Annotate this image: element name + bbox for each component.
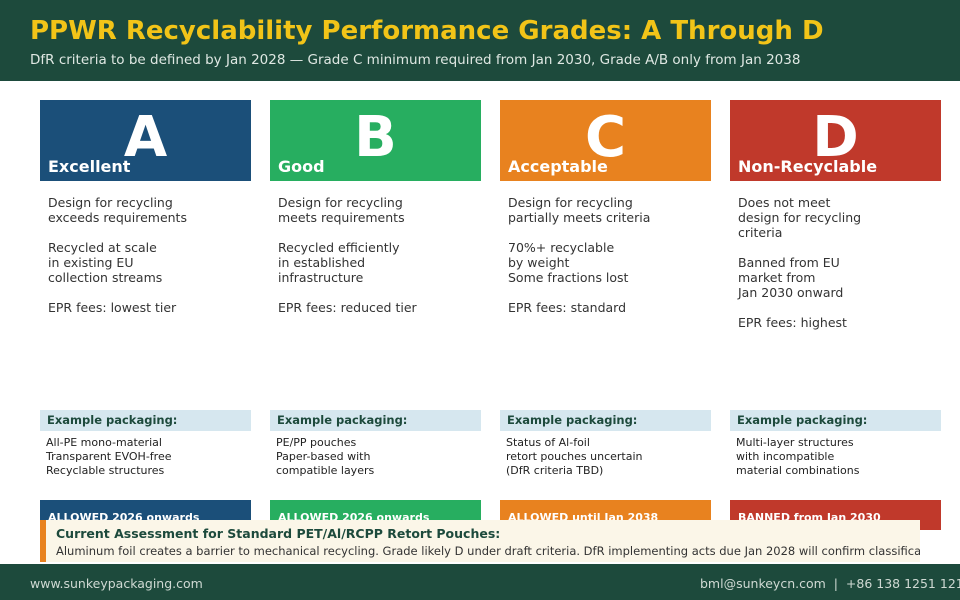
grade-letter: B [354, 105, 397, 170]
grade-banner: D Non-Recyclable [730, 100, 941, 181]
example-item: Transparent EVOH-free [46, 450, 172, 463]
grade-description-line: Banned from EU market from Jan 2030 onwa… [738, 255, 844, 300]
example-list: Status of Al-foil retort pouches uncertai… [506, 436, 706, 478]
example-label: Example packaging: [277, 413, 408, 427]
page-subtitle: DfR criteria to be defined by Jan 2028 —… [30, 52, 801, 68]
grade-banner: C Acceptable [500, 100, 711, 181]
grade-description: Design for recycling exceeds requirement… [48, 195, 248, 330]
example-item: Recyclable structures [46, 464, 165, 477]
footer: www.sunkeypackaging.com bml@sunkeycn.com… [0, 564, 960, 600]
grade-description-line: Recycled at scale in existing EU collect… [48, 240, 163, 285]
grade-name: Acceptable [508, 157, 608, 176]
example-header: Example packaging: [40, 410, 251, 431]
footer-contact: bml@sunkeycn.com | +86 138 1251 1218 [700, 576, 960, 591]
grade-name: Good [278, 157, 325, 176]
grade-description-line: Design for recycling exceeds requirement… [48, 195, 187, 225]
grade-description-line: Design for recycling partially meets cri… [508, 195, 651, 225]
grade-description-line: 70%+ recyclable by weight Some fractions… [508, 240, 629, 285]
grade-letter: A [123, 105, 168, 170]
example-item: Paper-based with [276, 450, 371, 463]
example-item: PE/PP pouches [276, 436, 357, 449]
grade-card-d: D Non-Recyclable Does not meet design for … [730, 100, 941, 530]
example-header: Example packaging: [270, 410, 481, 431]
grade-banner: A Excellent [40, 100, 251, 181]
example-list: All-PE mono-material Transparent EVOH-fre… [46, 436, 246, 478]
example-item: retort pouches uncertain [506, 450, 643, 463]
example-list: PE/PP pouches Paper-based with compatible … [276, 436, 476, 478]
grade-description: Design for recycling partially meets cri… [508, 195, 708, 330]
example-label: Example packaging: [47, 413, 178, 427]
grade-card-b: B Good Design for recycling meets requirem… [270, 100, 481, 530]
grade-description: Does not meet design for recycling crite… [738, 195, 938, 345]
example-item: material combinations [736, 464, 860, 477]
header: PPWR Recyclability Performance Grades: A… [0, 0, 960, 81]
example-header: Example packaging: [730, 410, 941, 431]
example-item: (DfR criteria TBD) [506, 464, 604, 477]
grade-letter: D [812, 105, 859, 170]
grade-name: Excellent [48, 157, 131, 176]
grade-description-line: Recycled efficiently in established infr… [278, 240, 400, 285]
example-header: Example packaging: [500, 410, 711, 431]
assessment-title: Current Assessment for Standard PET/Al/R… [56, 526, 501, 541]
example-item: with incompatible [736, 450, 835, 463]
footer-website-link[interactable]: www.sunkeypackaging.com [30, 576, 203, 591]
assessment-accent-bar [40, 520, 46, 562]
grade-card-a: A Excellent Design for recycling exceeds r… [40, 100, 251, 530]
example-item: compatible layers [276, 464, 375, 477]
grade-description-line: EPR fees: highest [738, 315, 847, 330]
example-item: All-PE mono-material [46, 436, 162, 449]
example-label: Example packaging: [507, 413, 638, 427]
grade-description-line: EPR fees: standard [508, 300, 627, 315]
grade-description-line: EPR fees: reduced tier [278, 300, 417, 315]
grade-description: Design for recycling meets requirements R… [278, 195, 478, 330]
grade-card-c: C Acceptable Design for recycling partiall… [500, 100, 711, 530]
example-label: Example packaging: [737, 413, 868, 427]
grade-description-line: Design for recycling meets requirements [278, 195, 405, 225]
page-title: PPWR Recyclability Performance Grades: A… [30, 16, 824, 46]
grade-name: Non-Recyclable [738, 157, 878, 176]
example-item: Multi-layer structures [736, 436, 854, 449]
grade-description-line: EPR fees: lowest tier [48, 300, 177, 315]
grade-banner: B Good [270, 100, 481, 181]
example-item: Status of Al-foil [506, 436, 590, 449]
example-list: Multi-layer structures with incompatible m… [736, 436, 936, 478]
assessment-text: Aluminum foil creates a barrier to mecha… [56, 544, 920, 558]
assessment-box: Current Assessment for Standard PET/Al/R… [40, 520, 920, 562]
grade-letter: C [584, 105, 627, 170]
grade-description-line: Does not meet design for recycling crite… [738, 195, 862, 240]
